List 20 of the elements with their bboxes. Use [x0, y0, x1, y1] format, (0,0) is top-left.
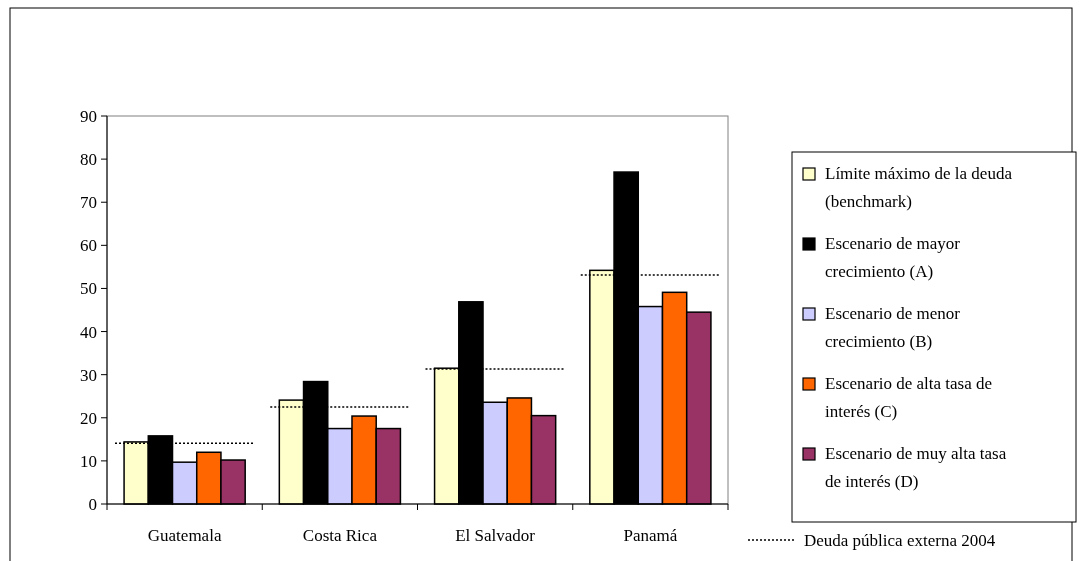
x-tick-label: El Salvador — [455, 526, 536, 545]
y-tick-label: 90 — [80, 106, 97, 126]
y-tick-label: 30 — [80, 365, 97, 385]
x-tick-label: Costa Rica — [302, 526, 378, 545]
y-tick-label: 10 — [80, 451, 97, 471]
legend-label: Escenario de muy alta tasa de interés (D) — [825, 444, 1007, 491]
y-tick-label: 60 — [80, 236, 97, 256]
x-tick-label: Guatemala — [147, 526, 222, 545]
y-tick-label: 40 — [80, 322, 97, 342]
y-tick-label: 50 — [80, 279, 97, 299]
y-tick-label: 20 — [80, 408, 97, 428]
legend-label: Escenario de mayor crecimiento (A) — [825, 234, 961, 281]
legend-label: Escenario de menor crecimiento (B) — [825, 304, 961, 351]
y-tick-label: 70 — [80, 193, 97, 213]
y-tick-label: 0 — [88, 494, 97, 514]
legend-label: Escenario de alta tasa de interés (C) — [825, 374, 993, 421]
y-tick-label: 80 — [80, 150, 97, 170]
x-tick-label: Panamá — [623, 526, 678, 545]
legend-label: Deuda pública externa 2004 — [804, 531, 996, 550]
legend-label: Límite máximo de la deuda (benchmark) — [825, 164, 1013, 211]
